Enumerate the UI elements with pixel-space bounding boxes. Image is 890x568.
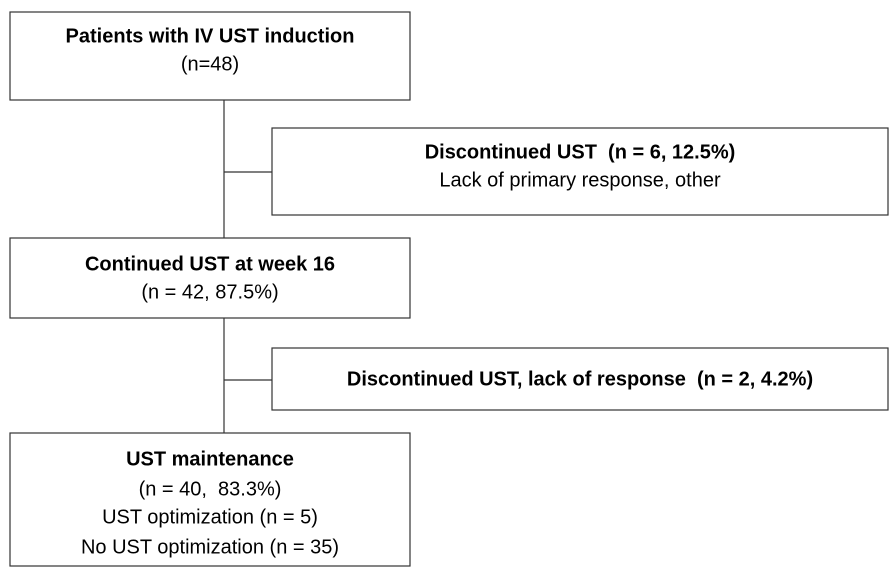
box xyxy=(271,347,889,411)
node-title: UST maintenance xyxy=(126,448,294,470)
node-title: Continued UST at week 16 xyxy=(85,253,335,275)
node-line: (n = 40, 83.3%) xyxy=(139,478,282,500)
box xyxy=(9,237,411,319)
box xyxy=(9,432,411,567)
node-title: Patients with IV UST induction xyxy=(66,25,355,47)
box xyxy=(9,11,411,101)
node-line: UST optimization (n = 5) xyxy=(102,506,318,528)
box xyxy=(271,127,889,216)
node-line: (n=48) xyxy=(181,53,239,75)
node-line: No UST optimization (n = 35) xyxy=(81,536,339,558)
node-line: (n = 42, 87.5%) xyxy=(141,281,278,303)
node-line: Lack of primary response, other xyxy=(439,169,721,191)
node-title: Discontinued UST, lack of response (n = … xyxy=(347,368,813,390)
node-title: Discontinued UST (n = 6, 12.5%) xyxy=(425,141,736,163)
